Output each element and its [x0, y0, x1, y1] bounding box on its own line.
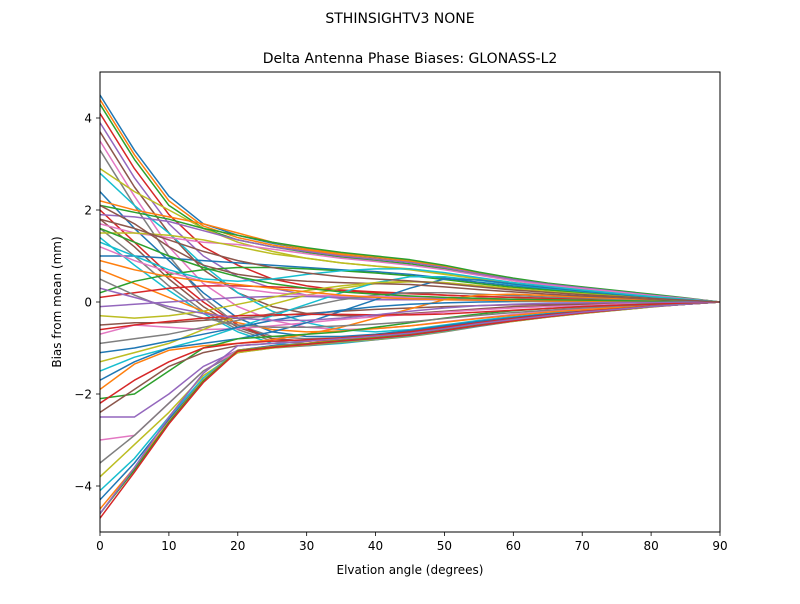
y-tick-label: −4	[74, 480, 92, 494]
series-line-26	[100, 301, 720, 326]
y-tick-label: 0	[84, 296, 92, 310]
series-line-54	[100, 301, 720, 331]
figure-suptitle: STHINSIGHTV3 NONE	[325, 11, 474, 27]
x-tick-label: 60	[506, 539, 521, 553]
x-tick-label: 0	[96, 539, 104, 553]
series-layer	[100, 94, 720, 519]
x-axis-label: Elvation angle (degrees)	[337, 563, 484, 577]
y-axis-label: Bias from mean (mm)	[50, 236, 64, 367]
series-line-31	[100, 278, 720, 381]
x-axis: 0 10 20 30 40 50 60 70 80 90	[96, 532, 728, 553]
x-tick-label: 40	[368, 539, 383, 553]
y-tick-label: 2	[84, 204, 92, 218]
y-tick-label: 4	[84, 112, 92, 126]
series-line-45	[100, 301, 720, 515]
series-line-17	[100, 223, 720, 303]
x-tick-label: 30	[299, 539, 314, 553]
series-line-50	[100, 241, 720, 303]
series-line-52	[100, 259, 720, 303]
series-line-13	[100, 204, 720, 303]
series-line-56	[100, 218, 720, 303]
series-line-32	[100, 293, 720, 391]
x-tick-label: 90	[712, 539, 727, 553]
series-line-28	[100, 292, 720, 345]
x-tick-label: 10	[161, 539, 176, 553]
x-tick-label: 20	[230, 539, 245, 553]
y-axis: −4 −2 0 2 4	[74, 112, 100, 494]
series-line-53	[100, 227, 720, 303]
series-line-23	[100, 266, 720, 303]
x-tick-label: 80	[643, 539, 658, 553]
x-tick-label: 70	[575, 539, 590, 553]
series-line-46	[100, 204, 720, 303]
y-tick-label: −2	[74, 388, 92, 402]
chart-title: Delta Antenna Phase Biases: GLONASS-L2	[263, 51, 558, 67]
series-line-55	[100, 287, 720, 322]
x-tick-label: 50	[437, 539, 452, 553]
